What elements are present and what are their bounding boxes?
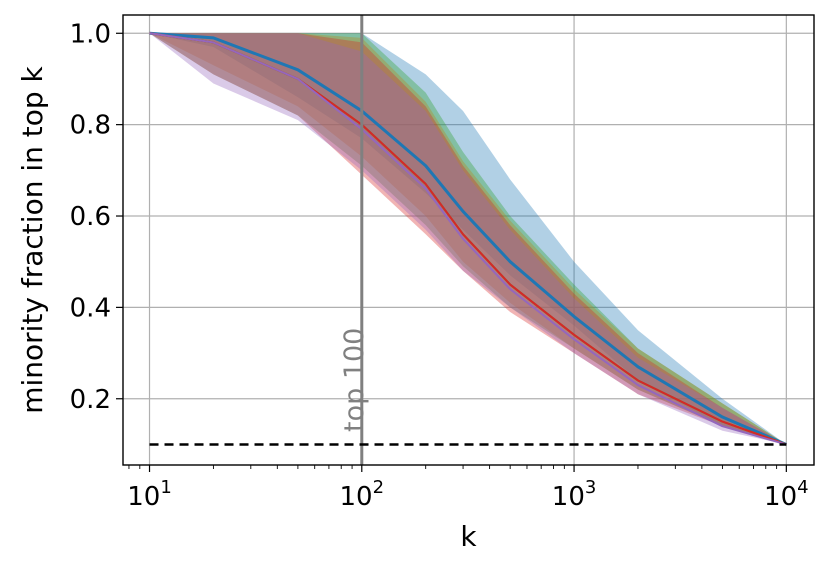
reference-lines bbox=[149, 15, 787, 465]
series-lines bbox=[149, 31, 787, 446]
y-axis-ticks: 0.2 0.4 0.6 0.8 1.0 bbox=[70, 19, 123, 415]
y-tick-label: 0.6 bbox=[70, 202, 111, 232]
series-line bbox=[149, 32, 787, 446]
x-tick-label: 103 bbox=[552, 477, 597, 512]
plot-frame bbox=[122, 14, 815, 466]
x-axis-ticks: 101 102 103 104 bbox=[127, 465, 809, 512]
y-tick-label: 1.0 bbox=[70, 19, 111, 49]
x-axis-label: k bbox=[460, 520, 477, 553]
series-line bbox=[149, 31, 787, 446]
vline-annotation: top 100 bbox=[339, 328, 370, 432]
y-tick-label: 0.2 bbox=[70, 385, 111, 415]
error-band bbox=[149, 33, 787, 445]
y-axis-label: minority fraction in top k bbox=[16, 65, 49, 413]
y-tick-label: 0.4 bbox=[70, 293, 111, 323]
y-tick-label: 0.8 bbox=[70, 111, 111, 141]
x-tick-label: 102 bbox=[340, 477, 385, 512]
x-tick-label: 101 bbox=[127, 477, 172, 512]
x-tick-label: 104 bbox=[764, 477, 809, 512]
